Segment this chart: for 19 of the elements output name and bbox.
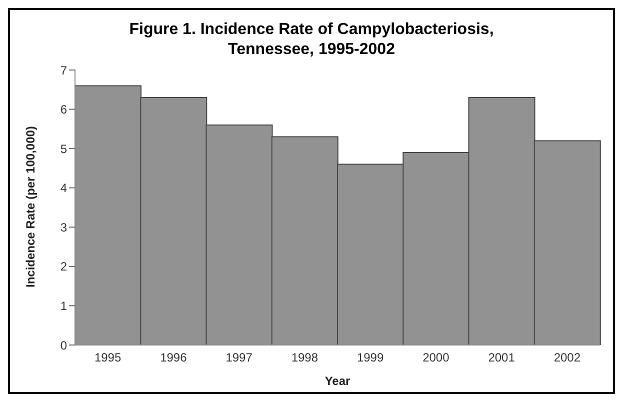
x-tick-label: 1997 (226, 350, 253, 365)
x-tick-label: 1995 (94, 350, 122, 365)
x-tick-label: 1999 (356, 350, 384, 365)
x-axis-title: Year (324, 374, 351, 388)
y-tick-label: 4 (60, 181, 68, 196)
x-tick-label: 2002 (554, 350, 581, 365)
y-tick-label: 7 (60, 63, 68, 78)
y-tick-label: 0 (60, 338, 68, 352)
y-axis-title: Incidence Rate (per 100,000) (23, 126, 38, 288)
x-tick-label: 2000 (422, 350, 450, 365)
x-tick-label: 2001 (488, 350, 516, 365)
y-tick-label: 1 (60, 298, 68, 313)
x-tick-label: 1998 (291, 350, 318, 365)
y-tick-label: 6 (60, 102, 68, 117)
y-tick-label: 3 (60, 220, 68, 234)
y-tick-label: 5 (60, 142, 68, 156)
chart-title: Figure 1. Incidence Rate of Campylobacteriosis, Tennessee, 1995-2002 (128, 20, 495, 60)
x-tick-label: 1996 (160, 350, 188, 365)
y-tick-label: 2 (60, 260, 68, 274)
